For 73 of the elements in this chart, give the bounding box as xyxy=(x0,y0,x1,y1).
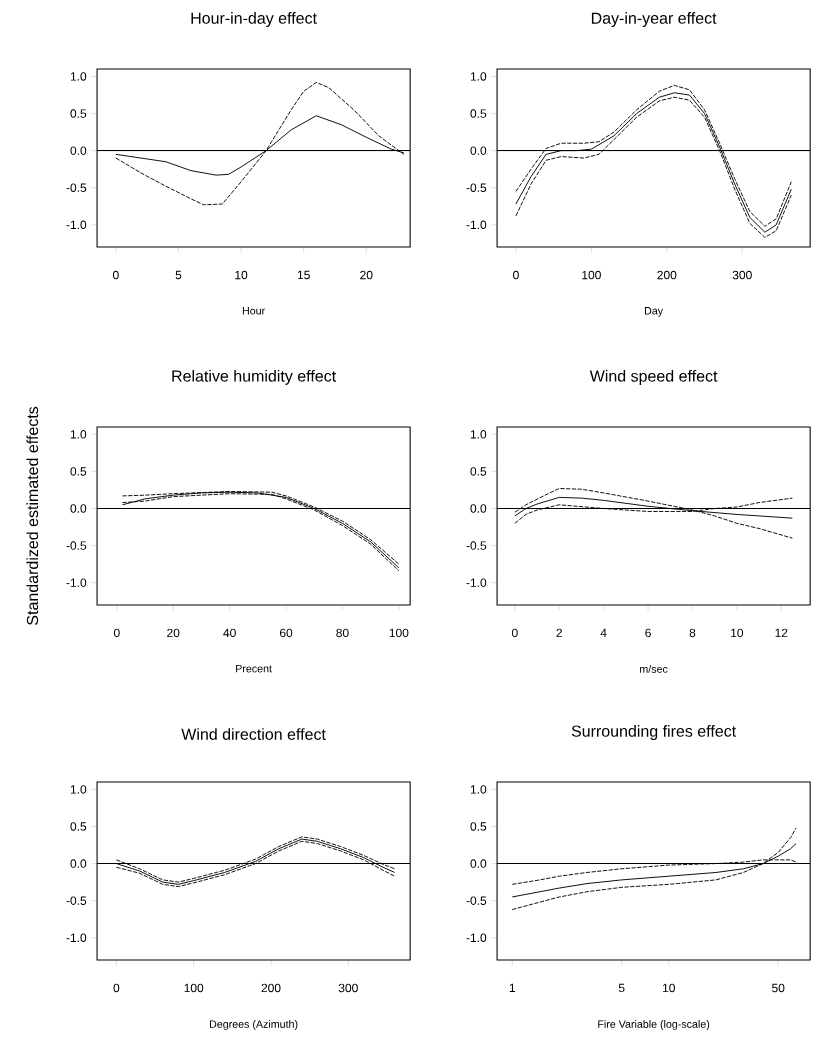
x-tick-label: 10 xyxy=(235,270,248,280)
y-tick-label: -0.5 xyxy=(66,541,87,550)
x-tick-label: 20 xyxy=(167,628,180,638)
y-tick-label: -1.0 xyxy=(66,220,87,230)
y-tick-label: 1.0 xyxy=(470,430,487,439)
chart-title: Wind direction effect xyxy=(181,728,326,740)
y-axis-title: Standardized estimated effects xyxy=(26,406,39,625)
x-tick-label: 300 xyxy=(732,270,752,280)
y-tick-label: 0.0 xyxy=(470,504,487,513)
x-tick-label: 0 xyxy=(113,628,120,638)
y-tick-label: 1.0 xyxy=(470,785,487,794)
y-tick-label: -0.5 xyxy=(466,541,487,550)
y-tick-label: -0.5 xyxy=(66,896,87,905)
y-tick-label: 0.0 xyxy=(470,859,487,868)
y-tick-label: 0.5 xyxy=(470,109,487,118)
x-tick-label: 8 xyxy=(689,628,696,638)
chart-title: Hour-in-day effect xyxy=(191,12,317,28)
chart-title: Day-in-year effect xyxy=(591,12,717,28)
y-tick-label: 0.5 xyxy=(470,467,487,476)
x-tick-label: 2 xyxy=(556,628,562,638)
x-tick-label: 100 xyxy=(389,628,409,638)
chart-title: Relative humidity effect xyxy=(172,369,337,385)
x-tick-label: 200 xyxy=(657,270,677,280)
x-tick-label: 0 xyxy=(511,628,518,638)
x-tick-label: 15 xyxy=(297,270,310,280)
x-tick-label: 60 xyxy=(279,628,293,638)
x-tick-label: 5 xyxy=(175,270,182,280)
y-tick-label: 0.0 xyxy=(470,146,487,155)
x-axis-title: Hour xyxy=(242,307,265,315)
x-tick-label: 200 xyxy=(261,983,281,993)
x-tick-label: 5 xyxy=(618,983,625,993)
x-axis-title: Degrees (Azimuth) xyxy=(210,1020,298,1030)
y-tick-label: 1.0 xyxy=(470,72,487,81)
y-tick-label: 0.0 xyxy=(70,504,87,513)
x-tick-label: 300 xyxy=(338,983,358,993)
y-tick-label: 0.5 xyxy=(70,467,87,476)
x-tick-label: 12 xyxy=(775,628,788,638)
y-tick-label: 0.5 xyxy=(70,822,87,831)
x-tick-label: 1 xyxy=(509,983,515,992)
y-tick-label: -0.5 xyxy=(66,183,87,192)
chart-title: Surrounding fires effect xyxy=(571,725,737,740)
x-tick-label: 0 xyxy=(513,270,519,280)
y-tick-label: 0.5 xyxy=(470,822,487,831)
x-tick-label: 80 xyxy=(336,628,349,638)
x-axis-title: Day xyxy=(645,307,664,317)
y-tick-label: -1.0 xyxy=(66,933,87,942)
x-tick-label: 0 xyxy=(113,983,120,993)
x-axis-title: Precent xyxy=(236,664,272,673)
x-tick-label: 6 xyxy=(645,628,651,638)
y-tick-label: 0.0 xyxy=(70,146,87,155)
y-tick-label: 1.0 xyxy=(70,785,87,794)
y-tick-label: -1.0 xyxy=(466,933,487,942)
x-tick-label: 50 xyxy=(772,983,785,993)
chart-title: Wind speed effect xyxy=(589,369,718,385)
y-tick-label: -1.0 xyxy=(466,578,487,587)
x-tick-label: 100 xyxy=(184,983,204,993)
x-tick-label: 0 xyxy=(112,270,119,280)
x-tick-label: 10 xyxy=(663,983,675,993)
y-tick-label: -0.5 xyxy=(466,183,487,192)
x-axis-title: Fire Variable (log-scale) xyxy=(598,1020,710,1030)
x-tick-label: 10 xyxy=(731,628,744,638)
x-tick-label: 20 xyxy=(360,270,373,280)
y-tick-label: 0.0 xyxy=(70,859,87,868)
y-tick-label: 0.5 xyxy=(70,109,87,118)
x-axis-title: m/sec xyxy=(640,664,668,673)
x-tick-label: 40 xyxy=(223,628,236,638)
y-tick-label: -1.0 xyxy=(466,220,487,230)
x-tick-label: 4 xyxy=(600,628,607,637)
y-tick-label: 1.0 xyxy=(70,430,87,439)
y-tick-label: -0.5 xyxy=(466,896,487,905)
y-tick-label: 1.0 xyxy=(70,72,87,81)
y-tick-label: -1.0 xyxy=(66,578,87,587)
x-tick-label: 100 xyxy=(582,270,601,280)
